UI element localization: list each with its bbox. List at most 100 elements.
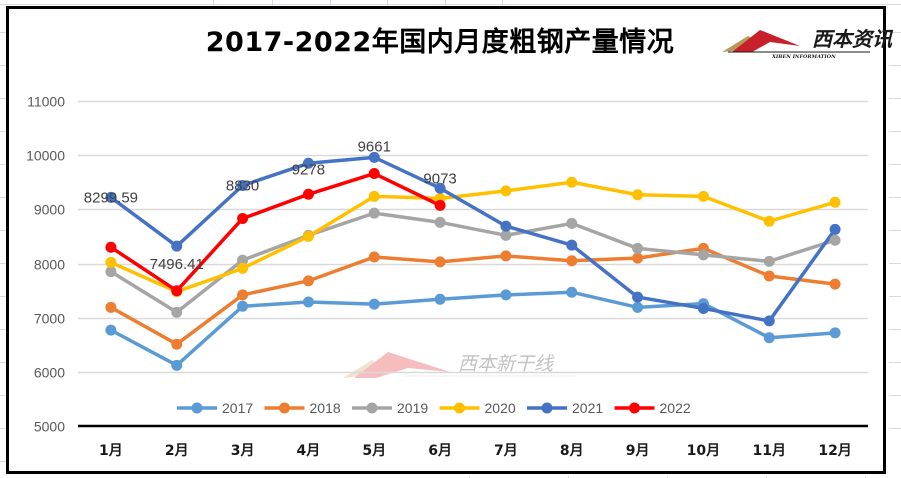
data-point-2019[interactable] [763, 255, 775, 267]
xiben-logo: 西本资讯 XIBEN INFORMATION [722, 27, 894, 60]
data-point-2021[interactable] [105, 191, 117, 203]
data-point-2017[interactable] [632, 301, 644, 313]
x-tick-label: 7月 [494, 443, 518, 459]
data-point-2019[interactable] [632, 242, 644, 254]
data-point-2017[interactable] [566, 286, 578, 298]
data-point-2019[interactable] [566, 217, 578, 229]
legend-label: 2021 [572, 400, 603, 416]
data-point-2018[interactable] [829, 278, 841, 290]
legend-item-2020[interactable]: 2020 [439, 400, 516, 416]
data-point-2020[interactable] [697, 190, 709, 202]
data-point-2018[interactable] [237, 289, 249, 301]
data-point-2020[interactable] [632, 189, 644, 201]
data-label: 9278 [292, 161, 325, 178]
data-point-2019[interactable] [105, 266, 117, 278]
data-point-2017[interactable] [105, 324, 117, 336]
legend-item-2017[interactable]: 2017 [177, 400, 253, 416]
legend-item-2018[interactable]: 2018 [264, 400, 341, 416]
data-point-2019[interactable] [368, 207, 380, 219]
legend-item-2019[interactable]: 2019 [352, 400, 428, 416]
data-point-2020[interactable] [829, 196, 841, 208]
x-tick-label: 11月 [753, 443, 786, 459]
data-point-2022[interactable] [171, 285, 183, 297]
legend-item-2021[interactable]: 2021 [527, 400, 603, 416]
data-point-2018[interactable] [566, 255, 578, 267]
data-point-2021[interactable] [500, 220, 512, 232]
data-point-2021[interactable] [763, 315, 775, 327]
x-tick-label: 2月 [165, 443, 189, 459]
data-point-2020[interactable] [763, 215, 775, 227]
logo-name-cn: 西本资讯 [812, 27, 894, 51]
data-point-2020[interactable] [500, 185, 512, 197]
data-point-2017[interactable] [763, 332, 775, 344]
data-point-2019[interactable] [829, 234, 841, 246]
data-point-2020[interactable] [302, 230, 314, 242]
legend-label: 2018 [310, 400, 341, 416]
data-point-2017[interactable] [302, 296, 314, 308]
legend-item-2022[interactable]: 2022 [614, 400, 691, 416]
data-point-2021[interactable] [829, 223, 841, 235]
data-point-2020[interactable] [105, 256, 117, 268]
data-point-2018[interactable] [368, 251, 380, 263]
series-line-2021 [109, 155, 837, 323]
series-line-2018 [109, 246, 837, 346]
data-point-2017[interactable] [829, 327, 841, 339]
data-point-2018[interactable] [171, 338, 183, 350]
data-point-2017[interactable] [368, 298, 380, 310]
data-point-2017[interactable] [500, 289, 512, 301]
watermark-mountain-red-icon [354, 352, 450, 378]
data-point-2019[interactable] [171, 306, 183, 318]
data-point-2022[interactable] [105, 241, 117, 253]
data-point-2019[interactable] [500, 229, 512, 241]
x-tick-label: 5月 [362, 443, 386, 459]
data-point-2018[interactable] [632, 252, 644, 264]
data-point-2022[interactable] [237, 213, 249, 225]
watermark: 西本新干线 [343, 352, 575, 378]
data-point-2019[interactable] [434, 216, 446, 228]
legend-label: 2019 [397, 400, 428, 416]
data-point-2021[interactable] [566, 239, 578, 251]
data-point-2019[interactable] [697, 249, 709, 261]
x-tick-label: 8月 [560, 443, 584, 459]
data-point-2022[interactable] [434, 199, 446, 211]
y-tick-label: 6000 [34, 365, 65, 381]
data-point-2020[interactable] [237, 262, 249, 274]
data-point-2021[interactable] [171, 240, 183, 252]
data-point-2020[interactable] [368, 190, 380, 202]
data-point-2021[interactable] [632, 291, 644, 303]
data-point-2018[interactable] [105, 301, 117, 313]
legend-label: 2017 [222, 400, 253, 416]
data-point-2022[interactable] [302, 188, 314, 200]
data-point-2020[interactable] [566, 176, 578, 188]
data-label: 8830 [226, 178, 259, 195]
data-label: 9661 [358, 139, 391, 156]
x-tick-label: 1月 [99, 443, 123, 459]
data-point-2018[interactable] [500, 250, 512, 262]
data-point-2021[interactable] [368, 151, 380, 163]
logo-mountain-red-icon [732, 30, 800, 52]
y-tick-label: 9000 [34, 202, 65, 218]
y-tick-label: 10000 [26, 148, 65, 164]
data-point-2021[interactable] [434, 182, 446, 194]
x-tick-label: 12月 [818, 443, 851, 459]
data-point-2018[interactable] [302, 275, 314, 287]
data-point-2017[interactable] [237, 300, 249, 312]
x-tick-label: 6月 [428, 443, 452, 459]
y-tick-label: 5000 [34, 419, 65, 435]
data-point-2017[interactable] [434, 293, 446, 305]
y-tick-label: 7000 [34, 311, 65, 327]
data-point-2019[interactable] [237, 254, 249, 266]
data-point-2018[interactable] [434, 256, 446, 268]
data-point-2022[interactable] [368, 168, 380, 180]
data-point-2021[interactable] [302, 157, 314, 169]
series-line-2022 [109, 171, 442, 293]
data-point-2021[interactable] [697, 302, 709, 314]
legend-swatch-marker [541, 402, 553, 414]
data-point-2017[interactable] [171, 359, 183, 371]
data-point-2018[interactable] [763, 270, 775, 282]
chart-title: 2017-2022年国内月度粗钢产量情况 [205, 27, 675, 58]
data-point-2021[interactable] [237, 180, 249, 191]
legend-swatch-marker [629, 402, 640, 414]
chart-area[interactable] [6, 6, 886, 474]
